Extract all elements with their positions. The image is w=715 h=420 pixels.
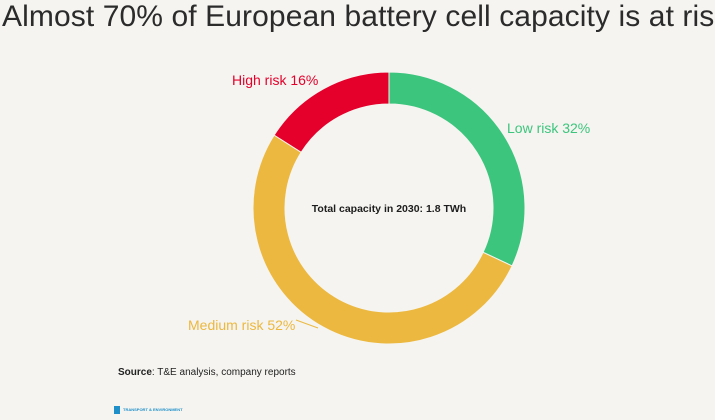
label-medium-risk: Medium risk 52% (188, 317, 295, 333)
slice-high-risk (273, 71, 390, 153)
page-title: Almost 70% of European battery cell capa… (2, 0, 715, 33)
slice-labels: Low risk 32% Medium risk 52% High risk 16% (188, 72, 590, 333)
logo-text: TRANSPORT & ENVIRONMENT (123, 406, 183, 412)
source-prefix: Source (118, 367, 152, 378)
slices-group (252, 71, 526, 345)
label-low-risk: Low risk 32% (507, 120, 590, 136)
source-note: Source: T&E analysis, company reports (118, 367, 296, 378)
slice-medium-risk (252, 134, 513, 345)
leader-lines (295, 319, 319, 329)
organisation-logo: TRANSPORT & ENVIRONMENT (114, 405, 183, 414)
slice-low-risk (388, 71, 526, 267)
te-logo-icon (114, 405, 120, 414)
leader-line-medium-risk (295, 319, 319, 329)
source-text: : T&E analysis, company reports (151, 367, 296, 378)
center-label: Total capacity in 2030: 1.8 TWh (312, 203, 466, 215)
label-high-risk: High risk 16% (232, 72, 318, 88)
